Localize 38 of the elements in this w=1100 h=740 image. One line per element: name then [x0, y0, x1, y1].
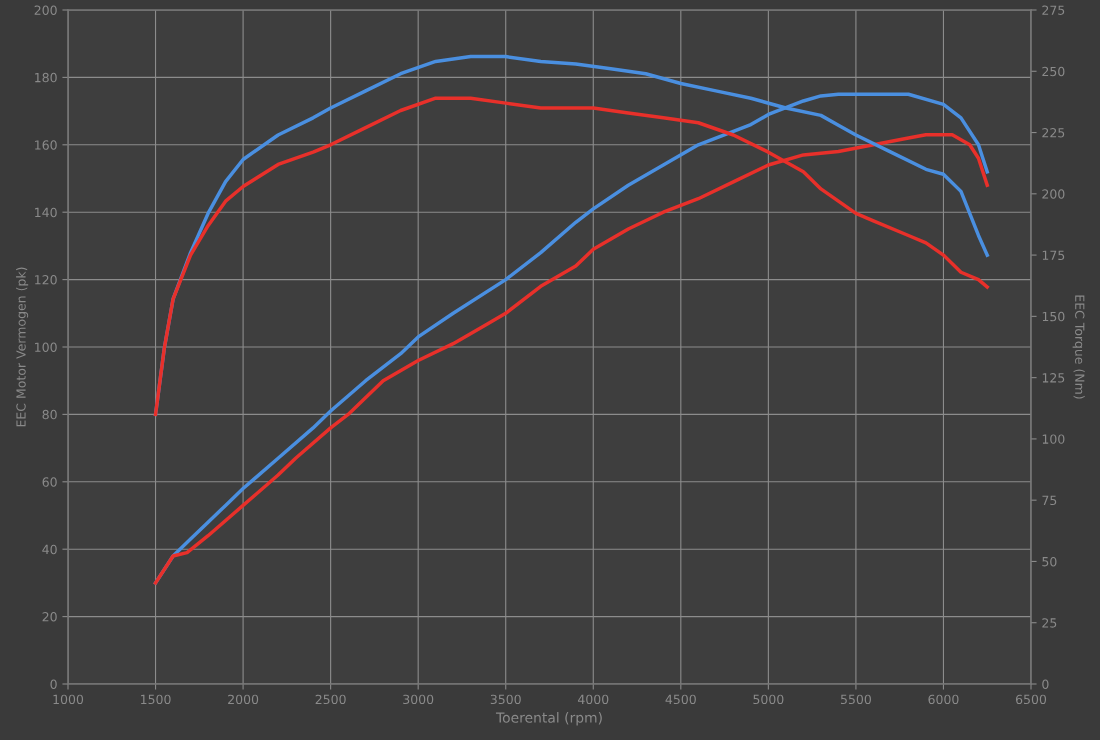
y-tick-label: 160 [35, 140, 57, 150]
y2-tick-label: 0 [1042, 679, 1049, 689]
y-tick-label: 0 [50, 679, 57, 689]
x-tick-label: 4000 [577, 694, 609, 705]
x-tick-label: 5000 [753, 694, 784, 705]
y2-tick-label: 100 [1042, 434, 1065, 444]
x-tick-label: 1000 [53, 694, 84, 705]
y2-tick-label: 150 [1042, 311, 1065, 322]
y2-tick-label: 75 [1042, 495, 1057, 506]
y2-tick-label: 275 [1042, 5, 1065, 15]
x-tick-label: 1500 [141, 694, 171, 705]
y2-tick-label: 50 [1042, 556, 1057, 567]
y2-tick-label: 200 [1042, 189, 1065, 199]
y2-tick-label: 225 [1042, 128, 1065, 138]
y-tick-label: 140 [35, 207, 57, 218]
y-tick-label: 80 [42, 409, 57, 420]
y2-tick-label: 250 [1042, 66, 1065, 77]
y-tick-label: 120 [35, 275, 57, 285]
y-tick-label: 60 [42, 477, 57, 487]
x-axis-title: Toerental (rpm) [495, 712, 602, 726]
x-tick-label: 4500 [665, 694, 696, 705]
x-tick-label: 6000 [928, 694, 959, 705]
y-tick-label: 20 [42, 612, 57, 622]
x-tick-label: 3500 [490, 694, 521, 705]
y-tick-label: 40 [42, 544, 57, 555]
y2-tick-label: 25 [1042, 618, 1057, 628]
y-tick-label: 100 [35, 342, 57, 352]
y2-tick-label: 175 [1042, 250, 1065, 261]
x-tick-label: 2000 [228, 694, 259, 705]
x-tick-label: 5500 [840, 694, 871, 705]
x-tick-label: 2500 [315, 694, 346, 705]
y2-axis-title: EEC Torque (Nm) [1072, 295, 1085, 399]
y-axis-title: EEC Motor Vermogen (pk) [16, 267, 29, 427]
y-tick-label: 200 [34, 5, 57, 15]
x-tick-label: 6500 [1015, 694, 1047, 705]
y-tick-label: 180 [35, 72, 57, 83]
y2-tick-label: 125 [1042, 373, 1065, 383]
x-tick-label: 3000 [403, 694, 434, 705]
